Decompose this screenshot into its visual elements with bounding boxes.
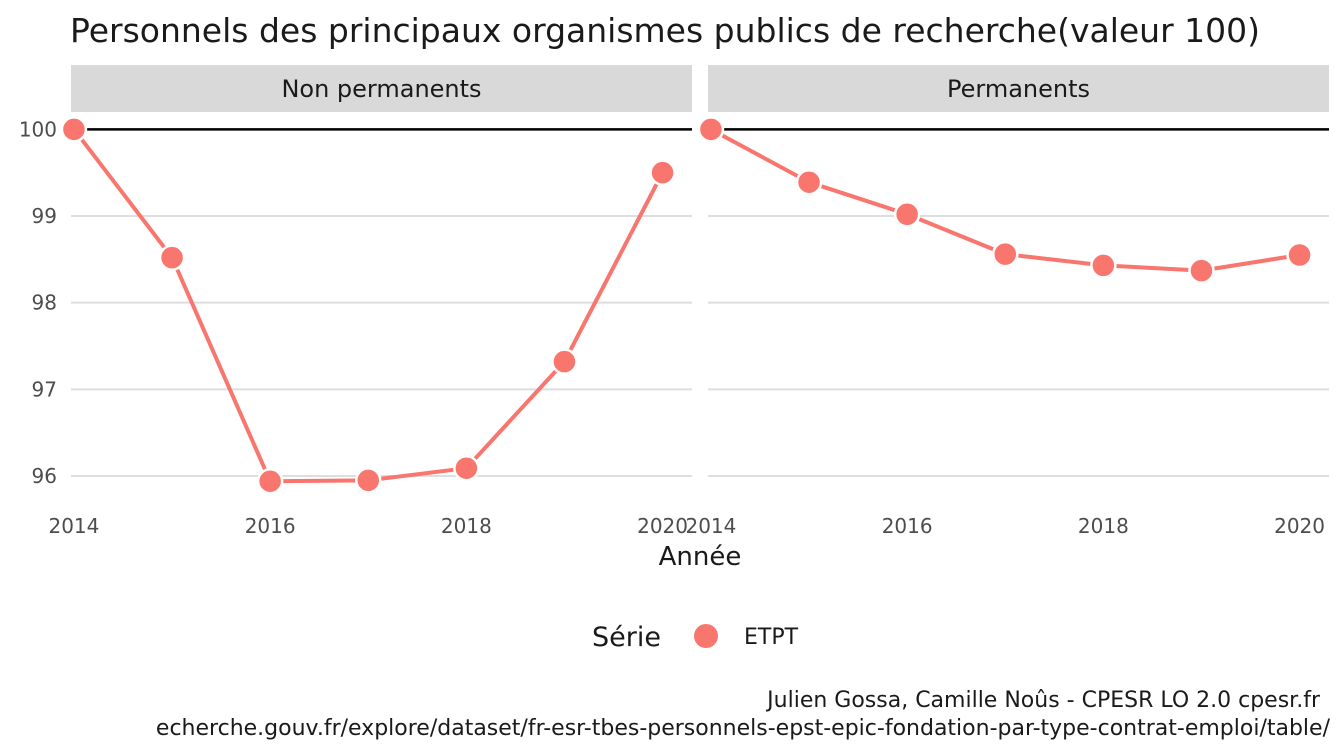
- data-point: [893, 201, 921, 228]
- facet-strip: [708, 65, 1329, 112]
- facet-strip-label: Non permanents: [281, 75, 481, 103]
- data-point: [453, 454, 480, 482]
- data-point: [60, 116, 88, 143]
- series-line-etpt: [72, 128, 665, 484]
- x-tick-label: 2020: [1274, 514, 1325, 538]
- y-tick-label: 98: [32, 291, 57, 315]
- x-tick-label: 2014: [685, 514, 736, 538]
- legend-label-etpt: ETPT: [744, 625, 799, 650]
- x-tick-label: 2016: [245, 514, 296, 538]
- y-tick-label: 100: [19, 117, 57, 141]
- data-point: [1188, 257, 1215, 284]
- legend-title: Série: [592, 622, 661, 653]
- data-point: [795, 168, 823, 196]
- caption-credits: Julien Gossa, Camille Noûs - CPESR LO 2.…: [765, 688, 1321, 713]
- x-tick-label: 2016: [882, 514, 933, 538]
- x-tick-label: 2020: [637, 514, 688, 538]
- x-tick-label: 2018: [1078, 514, 1129, 538]
- panel-2: Permanents 2014 2016 2018 2020: [685, 65, 1329, 538]
- x-axis-title: Année: [659, 542, 742, 572]
- caption-source: echerche.gouv.fr/explore/dataset/fr-esr-…: [156, 716, 1331, 741]
- facet-strip: [71, 65, 692, 112]
- data-point: [158, 244, 186, 271]
- x-tick-label: 2018: [441, 514, 492, 538]
- data-point: [551, 348, 578, 375]
- data-point: [992, 240, 1019, 268]
- data-point: [355, 467, 382, 494]
- data-point: [1090, 252, 1117, 279]
- data-point: [697, 116, 725, 143]
- panels: Non permanents 96 97 98 99 100 2014 2016 2018 202…: [19, 65, 1329, 538]
- x-tick-label: 2014: [48, 514, 99, 538]
- chart-title: Personnels des principaux organismes pub…: [70, 11, 1260, 50]
- facet-strip-label: Permanents: [947, 75, 1090, 103]
- y-tick-label: 96: [32, 464, 57, 488]
- data-point: [649, 159, 676, 186]
- legend-marker-etpt: [694, 624, 718, 648]
- data-point: [1286, 241, 1313, 269]
- y-tick-label: 97: [32, 377, 57, 401]
- legend: Série ETPT: [592, 622, 799, 653]
- data-point: [256, 467, 284, 495]
- panel-1: Non permanents 96 97 98 99 100 2014 2016 2018 202…: [19, 65, 692, 538]
- y-tick-label: 99: [32, 204, 57, 228]
